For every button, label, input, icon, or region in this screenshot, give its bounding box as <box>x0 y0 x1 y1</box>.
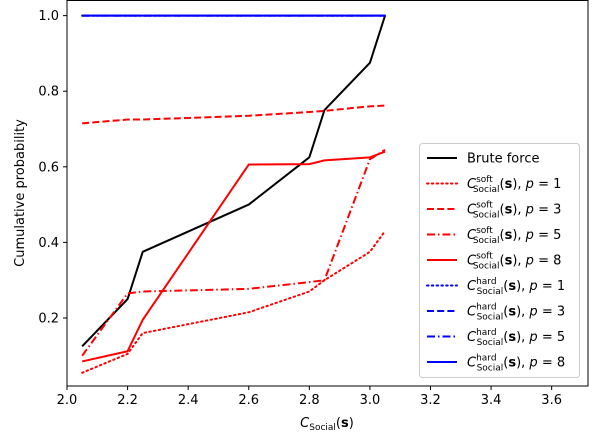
series-line-soft1 <box>81 230 387 374</box>
x-tick-label-2: 2.4 <box>178 393 199 408</box>
legend-label-soft8: Csoft Social(s), p = 8 <box>467 252 561 272</box>
series-line-soft8 <box>81 150 386 363</box>
series-soft3 <box>82 104 386 125</box>
x-tick-label-4: 2.8 <box>299 393 320 408</box>
legend-entry-hard8: Chard Social(s), p = 8 <box>427 354 565 374</box>
legend-label-brute: Brute force <box>467 152 539 167</box>
x-tick-label-7: 3.4 <box>481 393 502 408</box>
legend-entry-hard1: Chard Social(s), p = 1 <box>426 277 565 297</box>
y-tick-label-0: 0.2 <box>38 311 59 326</box>
x-tick-label-5: 3.0 <box>360 393 381 408</box>
x-tick-label-6: 3.2 <box>420 393 441 408</box>
legend-label-hard1: Chard Social(s), p = 1 <box>467 277 565 297</box>
y-tick-label-4: 1.0 <box>38 9 59 24</box>
legend-label-soft3: Csoft Social(s), p = 3 <box>467 201 561 221</box>
y-axis-label: Cumulative probability <box>13 119 28 267</box>
legend-entry-soft5: Csoft Social(s), p = 5 <box>427 226 561 246</box>
legend-entry-brute: Brute force <box>427 152 539 167</box>
x-axis: 2.0 2.2 2.4 2.6 2.8 3.0 3.2 3.4 3.6 <box>57 386 562 408</box>
legend-entry-soft3: Csoft Social(s), p = 3 <box>427 201 561 221</box>
legend-label-hard5: Chard Social(s), p = 5 <box>467 328 565 348</box>
series-brute <box>81 15 387 348</box>
legend-entry-soft1: Csoft Social(s), p = 1 <box>426 175 561 195</box>
legend-entry-hard3: Chard Social(s), p = 3 <box>427 303 565 323</box>
legend-entry-soft8: Csoft Social(s), p = 8 <box>427 252 561 272</box>
series-soft5 <box>81 148 386 357</box>
y-tick-label-1: 0.4 <box>38 236 59 251</box>
series-line-soft3 <box>82 104 386 125</box>
y-axis: 0.2 0.4 0.6 0.8 1.0 <box>38 9 67 326</box>
y-tick-label-3: 0.8 <box>38 85 59 100</box>
legend-label-hard8: Chard Social(s), p = 8 <box>467 354 565 374</box>
legend-label-soft1: Csoft Social(s), p = 1 <box>467 175 561 195</box>
y-tick-label-2: 0.6 <box>38 160 59 175</box>
x-tick-label-1: 2.2 <box>117 393 138 408</box>
x-tick-label-0: 2.0 <box>57 393 78 408</box>
series-layer <box>81 14 387 374</box>
x-axis-label: CSocial(s) <box>300 416 354 433</box>
x-tick-label-8: 3.6 <box>541 393 562 408</box>
legend-box <box>419 143 580 378</box>
legend-label-soft5: Csoft Social(s), p = 5 <box>467 226 561 246</box>
series-soft1 <box>81 230 387 374</box>
series-soft8 <box>81 150 386 363</box>
legend-label-hard3: Chard Social(s), p = 3 <box>467 303 565 323</box>
x-tick-label-3: 2.6 <box>238 393 259 408</box>
series-line-soft5 <box>81 148 386 357</box>
legend: Brute force Csoft Social(s), p = 1 Csoft Soc… <box>419 143 580 378</box>
legend-entry-hard5: Chard Social(s), p = 5 <box>427 328 565 348</box>
plot-frame <box>66 0 589 387</box>
series-line-brute <box>81 15 387 348</box>
